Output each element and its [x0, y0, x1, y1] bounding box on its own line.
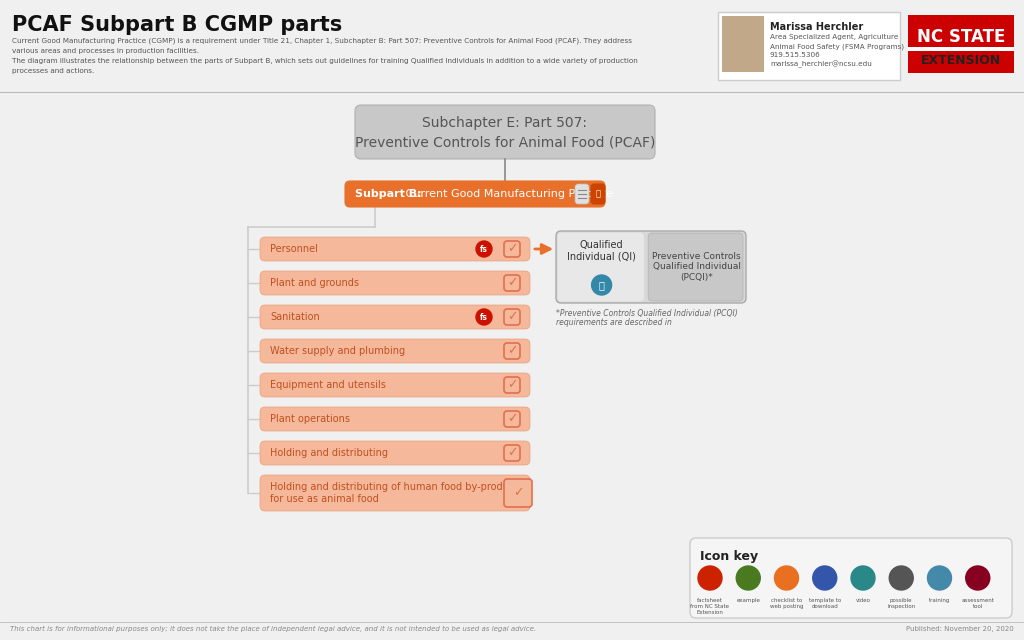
Text: training: training: [929, 598, 950, 603]
Text: fs: fs: [480, 244, 488, 253]
Bar: [722, 16, 764, 72]
FancyBboxPatch shape: [260, 475, 530, 511]
Text: Current Good Manufacturing Practice: Current Good Manufacturing Practice: [402, 189, 613, 199]
Text: ✓: ✓: [507, 243, 517, 255]
Text: EXTENSION: EXTENSION: [921, 54, 1001, 67]
Text: Subpart B:: Subpart B:: [355, 189, 422, 199]
Circle shape: [851, 566, 874, 590]
FancyBboxPatch shape: [648, 233, 743, 301]
FancyBboxPatch shape: [260, 407, 530, 431]
Circle shape: [774, 566, 799, 590]
Text: assessment
tool: assessment tool: [962, 598, 994, 609]
Text: ✓: ✓: [507, 447, 517, 460]
Text: possible
inspection: possible inspection: [887, 598, 915, 609]
Circle shape: [736, 566, 760, 590]
FancyBboxPatch shape: [591, 184, 605, 204]
FancyBboxPatch shape: [260, 237, 530, 261]
Text: 👥: 👥: [599, 280, 604, 290]
FancyBboxPatch shape: [556, 231, 746, 303]
Text: Marissa Herchler: Marissa Herchler: [770, 22, 863, 32]
Circle shape: [698, 566, 722, 590]
FancyBboxPatch shape: [504, 241, 520, 257]
Text: example: example: [736, 598, 760, 603]
Text: Current Good Manufacturing Practice (CGMP) is a requirement under Title 21, Chap: Current Good Manufacturing Practice (CGM…: [12, 38, 632, 45]
FancyBboxPatch shape: [690, 538, 1012, 618]
Text: Animal Food Safety (FSMA Programs): Animal Food Safety (FSMA Programs): [770, 43, 904, 49]
Text: ✓: ✓: [507, 344, 517, 358]
Text: marissa_herchler@ncsu.edu: marissa_herchler@ncsu.edu: [770, 61, 871, 68]
Text: template to
download: template to download: [809, 598, 841, 609]
Text: Sanitation: Sanitation: [270, 312, 319, 322]
FancyBboxPatch shape: [558, 233, 643, 301]
Text: Published: November 20, 2020: Published: November 20, 2020: [906, 626, 1014, 632]
Text: *Preventive Controls Qualified Individual (PCQI): *Preventive Controls Qualified Individua…: [556, 309, 737, 318]
Text: Holding and distributing of human food by-products
for use as animal food: Holding and distributing of human food b…: [270, 482, 523, 504]
Text: factsheet
from NC State
Extension: factsheet from NC State Extension: [690, 598, 729, 614]
Text: Equipment and utensils: Equipment and utensils: [270, 380, 386, 390]
Circle shape: [592, 275, 611, 295]
FancyBboxPatch shape: [260, 339, 530, 363]
Text: Icon key: Icon key: [700, 550, 758, 563]
Circle shape: [813, 566, 837, 590]
Text: ✓: ✓: [507, 276, 517, 289]
Circle shape: [928, 566, 951, 590]
Text: Preventive Controls for Animal Food (PCAF): Preventive Controls for Animal Food (PCA…: [354, 136, 655, 150]
FancyBboxPatch shape: [260, 441, 530, 465]
FancyBboxPatch shape: [260, 305, 530, 329]
Text: Personnel: Personnel: [270, 244, 317, 254]
Text: The diagram illustrates the relationship between the parts of Subpart B, which s: The diagram illustrates the relationship…: [12, 58, 638, 64]
Text: requirements are described in: requirements are described in: [556, 318, 674, 327]
Text: ✓: ✓: [507, 310, 517, 323]
FancyBboxPatch shape: [575, 184, 589, 204]
Text: Water supply and plumbing: Water supply and plumbing: [270, 346, 406, 356]
Text: PCAF Subpart B CGMP parts: PCAF Subpart B CGMP parts: [12, 15, 342, 35]
Text: processes and actions.: processes and actions.: [12, 68, 94, 74]
Text: Area Specialized Agent, Agriculture: Area Specialized Agent, Agriculture: [770, 34, 898, 40]
Text: 919.515.5306: 919.515.5306: [770, 52, 821, 58]
Text: video: video: [855, 598, 870, 603]
Text: Plant operations: Plant operations: [270, 414, 350, 424]
Text: ✓: ✓: [507, 413, 517, 426]
FancyBboxPatch shape: [355, 105, 655, 159]
Text: checklist to
web posting: checklist to web posting: [770, 598, 803, 609]
Circle shape: [889, 566, 913, 590]
Text: various areas and processes in production facilities.: various areas and processes in productio…: [12, 48, 199, 54]
Text: This chart is for informational purposes only; it does not take the place of ind: This chart is for informational purposes…: [10, 626, 537, 632]
FancyBboxPatch shape: [504, 343, 520, 359]
Circle shape: [966, 566, 990, 590]
Circle shape: [476, 241, 492, 257]
FancyBboxPatch shape: [504, 479, 532, 507]
Text: fs: fs: [480, 312, 488, 321]
FancyBboxPatch shape: [260, 271, 530, 295]
Bar: [908, 47, 1014, 51]
FancyBboxPatch shape: [504, 275, 520, 291]
Text: NC STATE: NC STATE: [916, 28, 1006, 46]
Bar: [908, 15, 1014, 73]
Text: Qualified
Individual (QI): Qualified Individual (QI): [567, 240, 636, 262]
FancyBboxPatch shape: [504, 411, 520, 427]
Text: Plant and grounds: Plant and grounds: [270, 278, 359, 288]
Text: Holding and distributing: Holding and distributing: [270, 448, 388, 458]
Bar: [718, 12, 900, 80]
FancyBboxPatch shape: [504, 309, 520, 325]
Circle shape: [476, 309, 492, 325]
FancyBboxPatch shape: [504, 445, 520, 461]
FancyBboxPatch shape: [345, 181, 605, 207]
Text: 🗑: 🗑: [596, 189, 600, 198]
FancyBboxPatch shape: [260, 373, 530, 397]
Text: Subchapter E: Part 507:: Subchapter E: Part 507:: [423, 116, 588, 130]
Text: Preventive Controls
Qualified Individual
(PCQI)*: Preventive Controls Qualified Individual…: [652, 252, 741, 282]
FancyBboxPatch shape: [504, 377, 520, 393]
Text: ✓: ✓: [507, 378, 517, 392]
Text: ✓: ✓: [513, 486, 523, 499]
